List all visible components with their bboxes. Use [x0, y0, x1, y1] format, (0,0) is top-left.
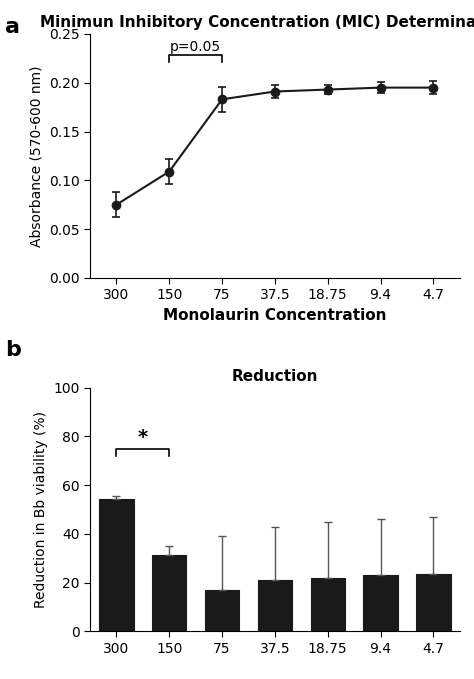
Y-axis label: Reduction in Bb viability (%): Reduction in Bb viability (%)	[34, 411, 48, 608]
Y-axis label: Absorbance (570-600 nm): Absorbance (570-600 nm)	[29, 65, 43, 246]
Bar	[258, 581, 292, 631]
X-axis label: Monolaurin Concentration: Monolaurin Concentration	[163, 308, 387, 323]
Text: b: b	[5, 340, 20, 359]
Title: Minimun Inhibitory Concentration (MIC) Determination: Minimun Inhibitory Concentration (MIC) D…	[40, 15, 474, 30]
Bar	[152, 555, 186, 631]
Title: Reduction: Reduction	[232, 369, 318, 384]
Text: p=0.05: p=0.05	[170, 41, 221, 54]
Bar	[416, 574, 450, 631]
Bar	[99, 498, 134, 631]
Bar	[364, 575, 398, 631]
Text: a: a	[5, 17, 20, 37]
Text: *: *	[138, 428, 148, 447]
Bar	[205, 590, 239, 631]
Bar	[310, 578, 345, 631]
